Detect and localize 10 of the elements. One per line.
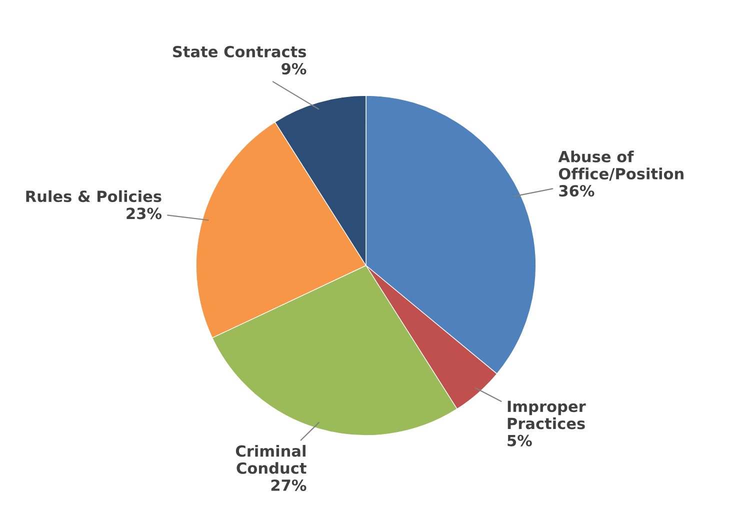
data-label: 5% <box>508 434 532 446</box>
slice-label: Abuse of Office/Position <box>558 150 684 181</box>
slice-label: State Contracts <box>173 46 306 58</box>
data-label: 9% <box>282 62 306 75</box>
slice-label: Rules & Policies <box>26 190 162 202</box>
slice-label: Criminal Conduct <box>236 444 306 474</box>
data-label: 36% <box>559 185 594 197</box>
data-label: 23% <box>126 208 162 220</box>
data-label: 27% <box>271 479 306 492</box>
slice-label: Improper Practices <box>508 400 586 430</box>
